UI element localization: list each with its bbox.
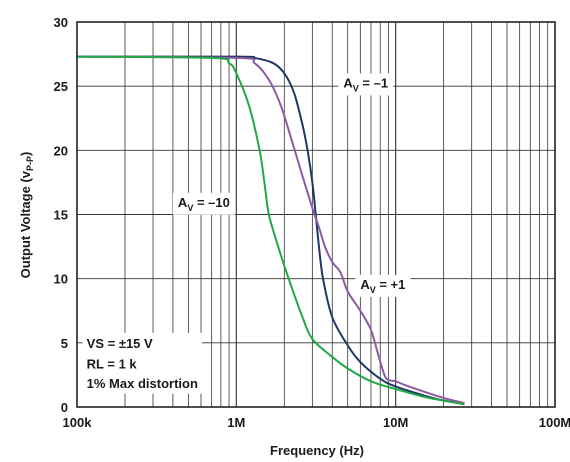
y-axis-label: Output Voltage (vP-P) bbox=[18, 152, 35, 279]
x-tick-label: 1M bbox=[227, 415, 245, 430]
y-axis-label-main: Output Voltage (v bbox=[18, 170, 33, 278]
y-tick-label: 5 bbox=[61, 336, 68, 351]
y-axis-label-close: ) bbox=[18, 152, 33, 156]
note-rl: RL = 1 k bbox=[87, 357, 138, 372]
label-av-minus-1-value: = –1 bbox=[359, 75, 388, 90]
x-tick-label: 100M bbox=[539, 415, 570, 430]
label-av-minus-10-subscript: V bbox=[187, 203, 193, 213]
label-av-plus-1-value: = +1 bbox=[376, 277, 406, 292]
label-av-minus-1-subscript: V bbox=[353, 83, 359, 93]
y-tick-label: 0 bbox=[61, 400, 68, 415]
label-av-minus-10-value: = –10 bbox=[193, 195, 230, 210]
series-line-av-minus-10 bbox=[76, 55, 465, 406]
y-tick-label: 30 bbox=[54, 15, 68, 30]
label-av-minus-1: AV = –1 bbox=[343, 75, 388, 93]
label-av-minus-10: AV = –10 bbox=[178, 195, 230, 213]
y-axis-label-subscript: P-P bbox=[25, 156, 35, 171]
plot-frame bbox=[76, 21, 556, 408]
notes-background bbox=[82, 332, 202, 394]
y-tick-label: 20 bbox=[54, 143, 68, 158]
series-line-av-plus-1 bbox=[76, 55, 465, 405]
note-distortion: 1% Max distortion bbox=[87, 376, 198, 391]
label-av-plus-1-subscript: V bbox=[370, 285, 376, 295]
y-tick-label: 25 bbox=[54, 79, 68, 94]
y-tick-label: 15 bbox=[54, 208, 68, 223]
label-av-plus-1-background bbox=[355, 274, 411, 297]
x-tick-label: 10M bbox=[383, 415, 408, 430]
label-av-minus-1-background bbox=[338, 73, 394, 96]
y-tick-labels: 0 5 10 15 20 25 30 bbox=[54, 15, 68, 415]
label-av-plus-1: AV = +1 bbox=[360, 277, 405, 295]
note-vs: VS = ±15 V bbox=[87, 336, 153, 351]
label-av-plus-1-main: A bbox=[360, 277, 370, 292]
label-av-minus-10-background bbox=[172, 192, 235, 215]
grid bbox=[77, 22, 555, 407]
curves bbox=[76, 55, 465, 406]
y-tick-label: 10 bbox=[54, 272, 68, 287]
x-tick-label: 100k bbox=[63, 415, 93, 430]
x-axis-label: Frequency (Hz) bbox=[270, 443, 364, 458]
notes: VS = ±15 V RL = 1 k 1% Max distortion bbox=[82, 332, 202, 394]
x-tick-labels: 100k 1M 10M 100M bbox=[63, 415, 570, 430]
label-av-minus-10-main: A bbox=[178, 195, 188, 210]
label-av-minus-1-main: A bbox=[343, 75, 353, 90]
